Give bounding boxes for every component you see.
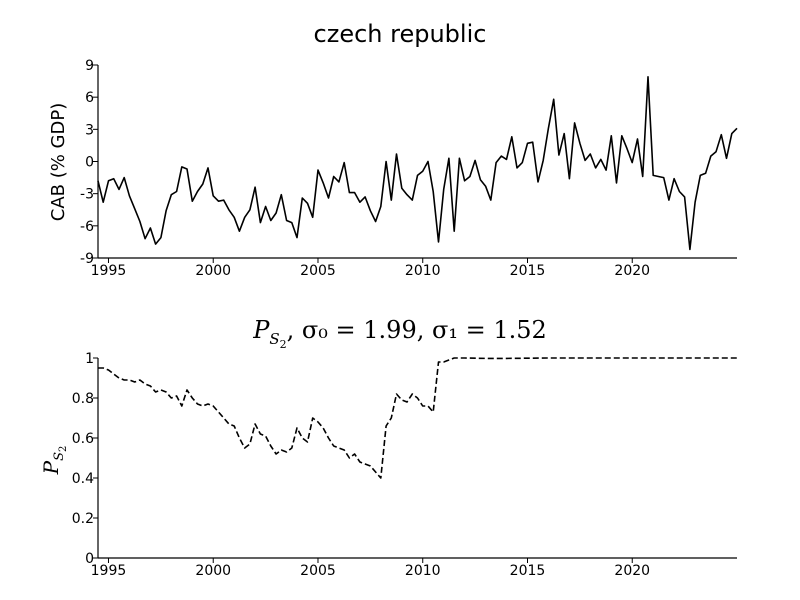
probability-x-ticks: 1995 2000 2005 2010 2015 2020	[91, 558, 650, 579]
cab-y-tick-label: 0	[85, 155, 94, 171]
cab-chart: czech republic CAB (% GDP) 1995 2000 2005 2…	[48, 20, 738, 279]
cab-y-tick-label: -6	[80, 219, 94, 235]
cab-x-tick-label: 2000	[195, 263, 231, 279]
cab-x-tick-label: 2005	[300, 263, 336, 279]
cab-y-tick-label: 9	[85, 58, 94, 74]
probability-chart-title: PS2, σ₀ = 1.99, σ₁ = 1.52	[252, 316, 547, 351]
probability-axes	[97, 358, 737, 559]
probability-y-tick-label: 1	[85, 351, 94, 367]
probability-x-tick-label: 2010	[405, 563, 441, 579]
cab-y-tick-label: -9	[80, 251, 94, 267]
probability-y-ticks: 0 0.2 0.4 0.6 0.8 1	[72, 351, 98, 567]
probability-y-tick-label: 0	[85, 551, 94, 567]
probability-series-line	[98, 357, 737, 479]
cab-y-ticks: -9 -6 -3 0 3 6 9	[80, 58, 98, 267]
probability-x-tick-label: 2005	[300, 563, 336, 579]
probability-y-tick-label: 0.8	[72, 391, 94, 407]
probability-y-tick-label: 0.2	[72, 511, 94, 527]
probability-x-tick-label: 1995	[91, 563, 127, 579]
probability-x-tick-label: 2015	[510, 563, 546, 579]
probability-y-axis-label: PS2	[39, 446, 69, 476]
cab-x-tick-label: 2015	[510, 263, 546, 279]
cab-y-tick-label: -3	[80, 187, 94, 203]
cab-series-line	[97, 76, 738, 251]
cab-x-ticks: 1995 2000 2005 2010 2015 2020	[91, 258, 650, 279]
probability-chart: PS2, σ₀ = 1.99, σ₁ = 1.52 PS2 1995 2000 20…	[39, 316, 737, 579]
cab-y-axis-label: CAB (% GDP)	[48, 103, 69, 222]
cab-x-tick-label: 1995	[91, 263, 127, 279]
cab-x-tick-label: 2010	[405, 263, 441, 279]
cab-chart-title: czech republic	[314, 20, 487, 48]
probability-series	[98, 357, 737, 479]
cab-x-tick-label: 2020	[614, 263, 650, 279]
probability-y-tick-label: 0.6	[72, 431, 94, 447]
probability-x-tick-label: 2020	[614, 563, 650, 579]
probability-y-tick-label: 0.4	[72, 471, 94, 487]
probability-x-tick-label: 2000	[195, 563, 231, 579]
cab-series	[97, 76, 738, 251]
cab-y-tick-label: 3	[85, 122, 94, 138]
cab-y-tick-label: 6	[85, 90, 94, 106]
